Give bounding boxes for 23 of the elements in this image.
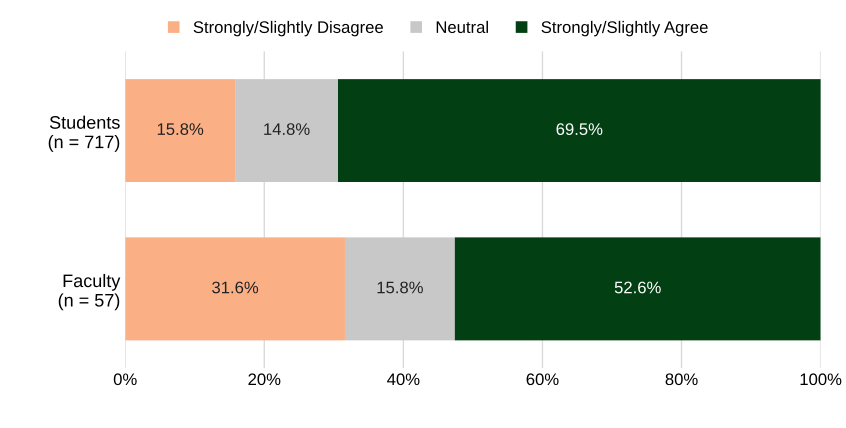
data-label: 15.8% [378, 282, 423, 294]
x-tick-label: 20% [248, 373, 280, 386]
bar [338, 79, 821, 182]
data-label: 15.8% [158, 123, 204, 136]
data-label: 14.8% [264, 123, 310, 136]
x-tick-label: 80% [666, 373, 698, 386]
bar [454, 237, 821, 340]
legend-label: Strongly/Slightly Disagree [194, 20, 383, 36]
x-tick-label: 40% [387, 373, 420, 386]
y-tick-label: Faculty (n = 57) [58, 274, 120, 310]
bar [344, 237, 455, 340]
y-tick-label: Students (n = 717) [48, 116, 120, 152]
data-label: 69.5% [556, 123, 602, 136]
x-tick-label: 60% [526, 373, 559, 386]
bar [125, 79, 236, 182]
bar [125, 237, 345, 340]
data-label: 52.6% [614, 282, 661, 294]
legend-label: Neutral [436, 20, 488, 34]
x-tick-label: 100% [800, 373, 842, 386]
bar [235, 79, 338, 182]
legend-label: Strongly/Slightly Agree [542, 20, 708, 36]
x-tick-label: 0% [114, 373, 137, 386]
data-label: 31.6% [212, 282, 258, 294]
